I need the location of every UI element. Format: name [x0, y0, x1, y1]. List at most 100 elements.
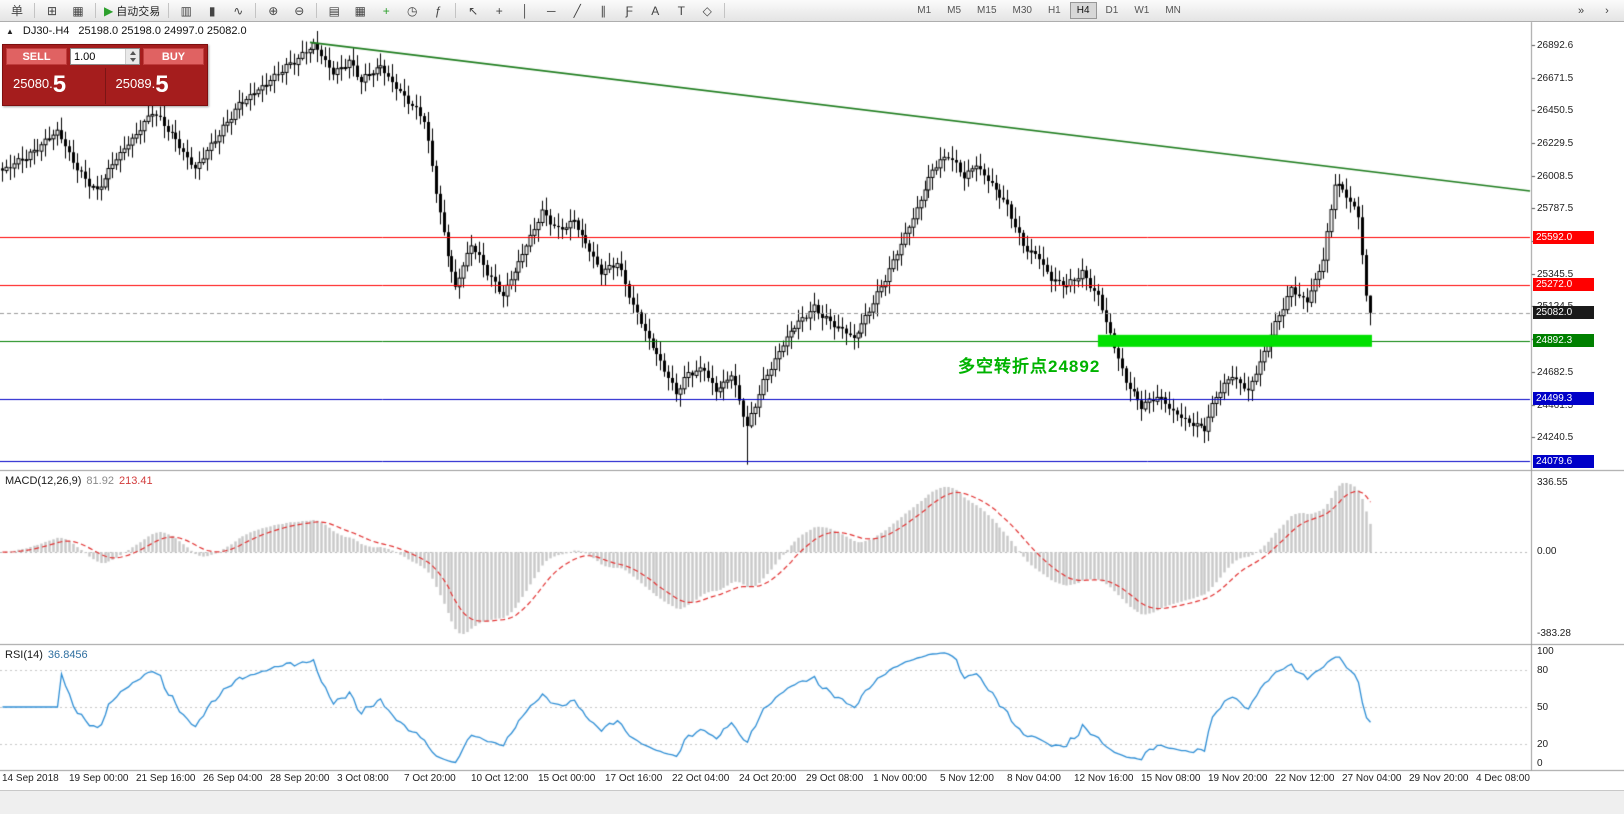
- time-axis-label: 22 Oct 04:00: [672, 773, 730, 784]
- scroll-to-end-icon[interactable]: »: [1577, 4, 1585, 17]
- drawing-tools-group: ↖ + │ ─ ╱ ∥ Ƒ A T ◇: [460, 1, 720, 21]
- volume-up-button[interactable]: [126, 49, 139, 57]
- shapes-icon-glyph: ◇: [702, 3, 712, 18]
- indicators-icon[interactable]: ƒ: [425, 1, 451, 21]
- rsi-value: 36.8456: [47, 649, 88, 661]
- menu-item-dan[interactable]: 单: [4, 1, 30, 21]
- label-icon[interactable]: T: [668, 1, 694, 21]
- clock-icon[interactable]: ◷: [399, 1, 425, 21]
- time-axis-label: 15 Oct 00:00: [538, 773, 596, 784]
- timeframe-button-h4[interactable]: H4: [1069, 2, 1097, 19]
- horizontal-line-icon[interactable]: ─: [538, 1, 564, 21]
- new-order-icon-glyph: +: [382, 3, 390, 18]
- new-chart-icon-glyph: ⊞: [46, 3, 58, 18]
- price-axis-tick-label: 25787.5: [1537, 203, 1574, 215]
- zoom-in-icon-glyph: ⊕: [268, 3, 279, 18]
- trendline-icon[interactable]: ╱: [564, 1, 590, 21]
- profiles-icon[interactable]: ▦: [65, 1, 91, 21]
- cursor-icon[interactable]: ↖: [460, 1, 486, 21]
- grid-icon[interactable]: ▦: [347, 1, 373, 21]
- timeframe-button-h1[interactable]: H1: [1047, 5, 1061, 16]
- current-price-tag: 25082.0: [1533, 306, 1594, 320]
- rsi-axis-label: 0: [1537, 758, 1543, 769]
- toolbar-separator: [34, 3, 35, 18]
- chart-annotation-text[interactable]: 多空转折点24892: [958, 357, 1101, 376]
- panel-divider-macd-rsi[interactable]: [0, 640, 1624, 649]
- timeframe-button-d1[interactable]: D1: [1105, 5, 1119, 16]
- profiles-icon-glyph: ▦: [72, 3, 84, 18]
- timeframe-button-mn[interactable]: MN: [1165, 5, 1181, 16]
- symbol-name: DJ30-.H4: [22, 25, 70, 37]
- time-axis-label: 28 Sep 20:00: [270, 773, 330, 784]
- time-axis-label: 1 Nov 00:00: [873, 773, 927, 784]
- grid-icon-glyph: ▦: [354, 3, 366, 18]
- price-tag-24499-3: 24499.3: [1533, 392, 1594, 406]
- shapes-icon[interactable]: ◇: [694, 1, 720, 21]
- clock-icon-glyph: ◷: [406, 3, 418, 18]
- toolbar-right-icons: » ›: [1568, 1, 1620, 21]
- timeframe-button-m15[interactable]: M15: [977, 5, 997, 16]
- autotrading-group: ▶ 自动交易: [100, 1, 164, 21]
- trade-panel-collapse-arrow[interactable]: ▲: [6, 26, 14, 36]
- symbol-ohlc-values: 25198.0 25198.0 24997.0 25082.0: [78, 25, 247, 37]
- sell-price-small: 25080.: [13, 76, 53, 91]
- timeframe-button-w1[interactable]: W1: [1134, 5, 1150, 16]
- tile-windows-icon[interactable]: ▤: [321, 1, 347, 21]
- trade-panel-controls: SELL BUY: [3, 45, 207, 68]
- bar-chart-icon[interactable]: ▥: [173, 1, 199, 21]
- time-axis-label: 19 Sep 00:00: [69, 773, 129, 784]
- text-icon[interactable]: A: [642, 1, 668, 21]
- candlestick-chart-icon[interactable]: ▮: [199, 1, 225, 21]
- zoom-in-icon[interactable]: ⊕: [260, 1, 286, 21]
- timeframe-toolbar: M1 M5 M15 M30 H1 H4 D1 W1 MN: [909, 2, 1189, 19]
- volume-down-button[interactable]: [126, 56, 139, 64]
- time-axis-label: 17 Oct 16:00: [605, 773, 663, 784]
- zoom-out-icon[interactable]: ⊖: [286, 1, 312, 21]
- time-axis-label: 29 Nov 20:00: [1409, 773, 1469, 784]
- vertical-line-icon[interactable]: │: [512, 1, 538, 21]
- timeframe-button-m5[interactable]: M5: [947, 5, 962, 16]
- crosshair-icon[interactable]: +: [486, 1, 512, 21]
- rsi-axis-label: 80: [1537, 664, 1549, 676]
- new-order-icon[interactable]: +: [373, 1, 399, 21]
- volume-box: [70, 48, 140, 65]
- macd-value-signal: 213.41: [118, 475, 153, 487]
- channel-icon[interactable]: ∥: [590, 1, 616, 21]
- zoom-out-icon-glyph: ⊖: [294, 3, 305, 18]
- chart-shift-icon[interactable]: ›: [1605, 4, 1609, 17]
- timeframe-button-m30[interactable]: M30: [1012, 5, 1032, 16]
- time-axis-label: 15 Nov 08:00: [1141, 773, 1201, 784]
- buy-button[interactable]: BUY: [143, 48, 204, 65]
- macd-name: MACD(12,26,9): [5, 475, 82, 487]
- time-axis-label: 4 Dec 08:00: [1476, 773, 1530, 784]
- autotrading-button-glyph: ▶: [104, 3, 114, 18]
- price-tag-25272-0: 25272.0: [1533, 278, 1594, 292]
- buy-price-display[interactable]: 25089.5: [104, 68, 208, 104]
- sell-button[interactable]: SELL: [6, 48, 67, 65]
- rsi-axis-label: 20: [1537, 739, 1549, 751]
- new-chart-icon[interactable]: ⊞: [39, 1, 65, 21]
- time-axis-label: 7 Oct 20:00: [404, 773, 456, 784]
- time-axis-label: 19 Nov 20:00: [1208, 773, 1268, 784]
- toolbar-separator: [455, 3, 457, 18]
- toolbar-separator: [724, 3, 726, 18]
- autotrading-button[interactable]: ▶ 自动交易: [100, 1, 164, 21]
- tile-windows-icon-glyph: ▤: [328, 3, 340, 18]
- toolbar-separator: [95, 3, 96, 18]
- time-axis-label: 27 Nov 04:00: [1342, 773, 1402, 784]
- panel-divider-rsi-time[interactable]: [0, 765, 1624, 774]
- line-chart-icon[interactable]: ∿: [225, 1, 251, 21]
- timeframe-button-m1[interactable]: M1: [917, 5, 932, 16]
- panel-divider-main-macd[interactable]: [0, 466, 1624, 475]
- label-icon-glyph: T: [677, 3, 685, 18]
- time-axis-label: 22 Nov 12:00: [1275, 773, 1335, 784]
- buy-price-big-digit: 5: [155, 71, 169, 98]
- volume-input[interactable]: [71, 49, 125, 64]
- price-axis-tick-label: 25345.5: [1537, 268, 1574, 280]
- sell-price-display[interactable]: 25080.5: [3, 68, 105, 104]
- fibonacci-icon[interactable]: Ƒ: [616, 1, 642, 21]
- trade-panel-prices: 25080.5 25089.5: [3, 68, 207, 104]
- time-axis-label: 8 Nov 04:00: [1007, 773, 1061, 784]
